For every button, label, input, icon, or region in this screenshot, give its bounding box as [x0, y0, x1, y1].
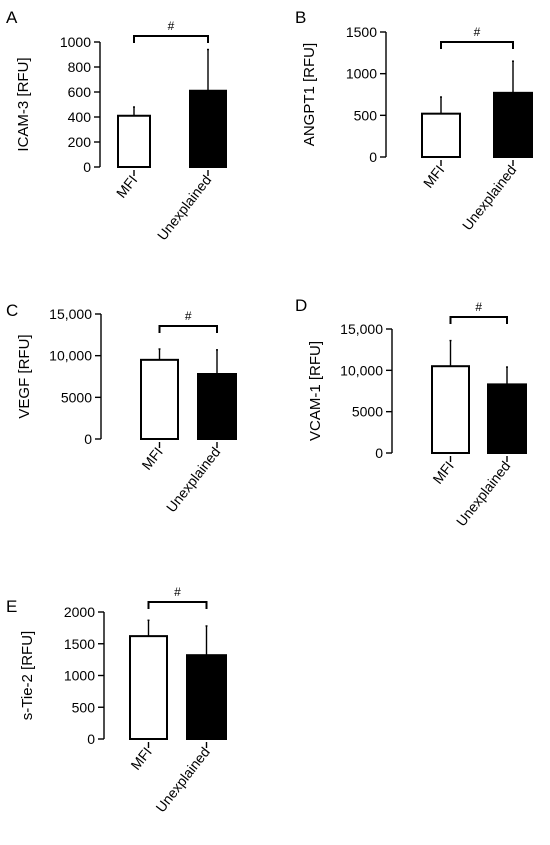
y-tick-label: 15,000	[49, 306, 92, 322]
y-tick-label: 1000	[64, 668, 95, 684]
bar-mfi	[140, 358, 179, 441]
significance-marker: #	[185, 309, 192, 323]
significance-bracket	[440, 41, 514, 49]
category-label: Unexplained	[163, 444, 224, 515]
significance-marker: #	[475, 300, 482, 314]
y-tick-label: 500	[354, 107, 378, 123]
bar-unexplained	[487, 383, 527, 454]
bar-mfi	[431, 365, 470, 455]
category-label: MFI	[429, 458, 456, 487]
category-label: Unexplained	[459, 162, 520, 233]
y-tick-label: 400	[68, 109, 92, 125]
significance-marker: #	[474, 25, 481, 39]
y-tick-label: 200	[68, 134, 92, 150]
y-tick-label: 1000	[60, 34, 91, 50]
category-label: MFI	[138, 444, 165, 473]
significance-marker: #	[174, 585, 181, 599]
y-tick-label: 500	[72, 699, 96, 715]
significance-marker: #	[168, 19, 175, 33]
bar-unexplained	[197, 373, 237, 440]
panel-letter: E	[6, 597, 17, 616]
y-tick-label: 15,000	[340, 321, 383, 337]
y-tick-label: 0	[83, 159, 91, 175]
bar-mfi	[421, 112, 461, 158]
y-tick-label: 1500	[346, 24, 377, 40]
panel-letter: D	[295, 296, 307, 315]
y-axis-label: VEGF [RFU]	[16, 334, 33, 418]
y-tick-label: 10,000	[340, 362, 383, 378]
y-tick-label: 600	[68, 84, 92, 100]
y-tick-label: 5000	[352, 404, 383, 420]
y-tick-label: 10,000	[49, 348, 92, 364]
category-label: MFI	[113, 172, 140, 201]
y-tick-label: 800	[68, 59, 92, 75]
panel-letter: B	[295, 8, 306, 27]
bar-mfi	[117, 114, 151, 168]
y-tick-label: 0	[375, 445, 383, 461]
significance-bracket	[133, 35, 209, 43]
y-axis-label: ANGPT1 [RFU]	[301, 43, 318, 146]
bar-mfi	[129, 635, 168, 741]
panel-e: E 0 500 1000 1500 2000 s-Tie-2 [RFU] MFIUnexpla…	[6, 585, 227, 815]
panel-letter: A	[6, 8, 18, 27]
category-label: Unexplained	[152, 744, 213, 815]
y-axis-label: ICAM-3 [RFU]	[15, 57, 32, 151]
bar-unexplained	[493, 91, 533, 158]
y-tick-label: 0	[84, 431, 92, 447]
y-tick-label: 2000	[64, 604, 95, 620]
panel-b: B 0 500 1000 1500 ANGPT1 [RFU] MFI Unexplained #	[295, 8, 533, 233]
category-label: MFI	[127, 744, 154, 773]
bar-unexplained	[189, 89, 227, 168]
y-tick-label: 1000	[346, 66, 377, 82]
significance-bracket	[158, 325, 218, 333]
y-tick-label: 1500	[64, 636, 95, 652]
y-axis-label: VCAM-1 [RFU]	[307, 341, 324, 441]
category-label: MFI	[420, 162, 447, 191]
y-tick-label: 0	[369, 149, 377, 165]
y-tick-label: 0	[87, 731, 95, 747]
y-axis-label: s-Tie-2 [RFU]	[19, 631, 36, 720]
bar-unexplained	[186, 654, 227, 740]
panel-c: C 0 5000 10,000 15,000 VEGF [RFU] MFIUnexplain…	[6, 301, 237, 515]
significance-bracket	[449, 316, 508, 324]
y-tick-label: 5000	[61, 389, 92, 405]
panel-d: D 0 5000 10,000 15,000 VCAM-1 [RFU] MFIUnexpla…	[295, 296, 527, 529]
panel-letter: C	[6, 301, 18, 320]
significance-bracket	[147, 601, 208, 609]
category-label: Unexplained	[453, 458, 514, 529]
category-label: Unexplained	[154, 172, 215, 243]
panel-a: A 0 200 400 600 800 1000 ICAM-3 [RFU] MFI Unexpla…	[6, 8, 227, 243]
